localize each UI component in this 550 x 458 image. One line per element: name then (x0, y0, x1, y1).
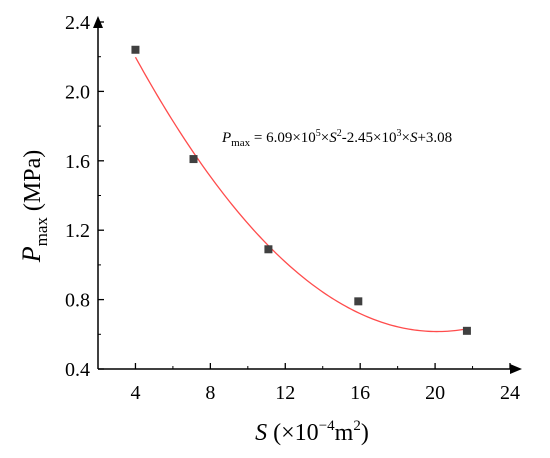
y-axis-title: Pmax (MPa) (17, 150, 51, 264)
x-tick-label: 20 (425, 382, 445, 404)
x-ticks: 4 8 12 16 20 24 (130, 363, 520, 404)
data-markers (131, 45, 471, 335)
plot-area (131, 45, 471, 335)
y-tick-label: 1.2 (65, 220, 90, 242)
y-axis: 0.4 0.8 1.2 1.6 2.0 2.4 (65, 12, 104, 381)
data-point (131, 45, 140, 54)
y-ticks: 0.4 0.8 1.2 1.6 2.0 2.4 (65, 12, 104, 381)
data-point (189, 155, 198, 164)
x-tick-label: 8 (205, 382, 215, 404)
x-tick-label: 4 (130, 382, 140, 404)
data-point (462, 326, 471, 335)
x-axis-arrow-icon (510, 364, 522, 374)
x-tick-label: 24 (500, 382, 520, 404)
y-tick-label: 2.0 (65, 81, 90, 103)
x-axis-title: S (×10−4m2) (255, 418, 369, 446)
x-tick-label: 12 (275, 382, 295, 404)
x-tick-label: 16 (350, 382, 370, 404)
y-tick-label: 1.6 (65, 151, 90, 173)
y-tick-label: 0.4 (65, 359, 90, 381)
fit-curve (134, 56, 468, 333)
y-tick-label: 2.4 (65, 12, 90, 34)
fit-equation: Pmax = 6.09×105×S2-2.45×103×S+3.08 (221, 128, 452, 149)
y-tick-label: 0.8 (65, 290, 90, 312)
data-point (354, 297, 363, 306)
x-axis: 4 8 12 16 20 24 (98, 363, 522, 404)
data-point (264, 245, 273, 254)
